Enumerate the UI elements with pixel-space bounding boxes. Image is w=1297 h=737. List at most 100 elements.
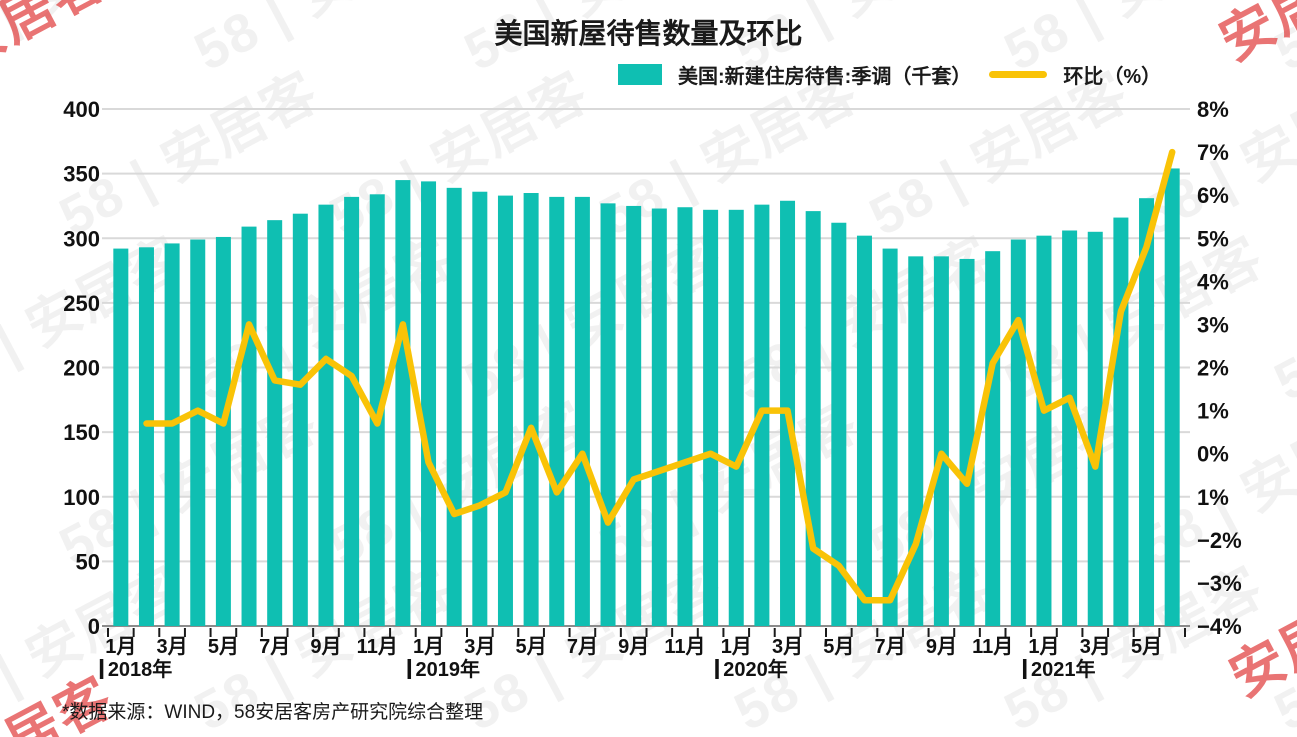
right-axis-label: 3% <box>1197 312 1229 337</box>
x-axis-month-label: 1月 <box>721 636 752 658</box>
bar-series-swatch <box>618 64 662 85</box>
right-axis-label: 1% <box>1197 399 1229 424</box>
x-axis-month-label: 5月 <box>516 636 547 658</box>
bar-2019-07 <box>574 196 590 626</box>
bar-2019-04 <box>497 195 513 626</box>
year-separator <box>1022 659 1027 679</box>
bar-2021-04 <box>1113 217 1129 626</box>
x-axis-month-label: 5月 <box>1131 636 1162 658</box>
x-axis-year-label: 2020年 <box>723 657 788 681</box>
bar-2021-05 <box>1139 198 1155 626</box>
bar-2021-01 <box>1036 235 1052 627</box>
x-axis-month-label: 7月 <box>567 636 598 658</box>
right-axis-label: 1% <box>1197 485 1229 510</box>
legend-item-line: 环比（%） <box>989 60 1161 89</box>
bar-2018-04 <box>190 239 206 627</box>
x-axis-month-label: 1月 <box>413 636 444 658</box>
bar-2020-10 <box>959 258 975 626</box>
left-axis-label: 350 <box>63 162 100 187</box>
bar-2018-02 <box>138 247 154 627</box>
bar-2018-08 <box>292 213 308 626</box>
legend: 美国:新建住房待售:季调（千套） 环比（%） <box>618 60 1161 89</box>
x-axis-month-label: 3月 <box>157 636 188 658</box>
right-axis-label: −3% <box>1197 571 1242 596</box>
bar-2020-09 <box>933 256 949 626</box>
bar-2018-11 <box>369 194 385 626</box>
bar-2019-12 <box>703 209 719 626</box>
right-axis-label: 6% <box>1197 183 1229 208</box>
bar-2021-02 <box>1062 230 1078 626</box>
year-separator <box>715 659 719 679</box>
data-source-note: *数据来源：WIND，58安居客房产研究院综合整理 <box>62 702 484 723</box>
left-axis-label: 150 <box>63 420 100 445</box>
chart-title: 美国新屋待售数量及环比 <box>494 18 803 49</box>
x-axis-month-label: 11月 <box>664 636 705 658</box>
right-axis-label: 5% <box>1197 226 1229 251</box>
left-axis-label: 400 <box>63 97 100 122</box>
bar-2018-07 <box>267 220 283 626</box>
bar-2021-06 <box>1164 168 1180 626</box>
bar-2018-05 <box>215 236 231 626</box>
bar-2019-09 <box>626 205 642 626</box>
bar-2021-03 <box>1087 231 1103 626</box>
x-axis-month-label: 5月 <box>823 636 854 658</box>
year-separator <box>407 659 412 679</box>
year-separator <box>99 659 104 679</box>
right-axis-label: 7% <box>1197 140 1229 165</box>
x-axis-month-label: 7月 <box>875 636 906 658</box>
x-axis-month-label: 1月 <box>105 636 136 658</box>
x-axis-month-label: 5月 <box>208 636 239 658</box>
bar-2018-09 <box>318 204 334 626</box>
bar-2020-05 <box>831 222 847 627</box>
bar-2018-10 <box>344 196 360 626</box>
right-axis-label: 8% <box>1197 97 1229 122</box>
bar-2020-12 <box>1010 239 1026 627</box>
legend-item-bar: 美国:新建住房待售:季调（千套） <box>618 60 971 89</box>
x-axis-month-label: 7月 <box>259 636 290 658</box>
bar-2020-06 <box>856 235 872 627</box>
x-axis-month-label: 3月 <box>1080 636 1111 658</box>
x-axis-month-label: 1月 <box>1028 636 1059 658</box>
right-axis-label: 0% <box>1197 442 1229 467</box>
left-axis-label: 250 <box>63 291 100 316</box>
bar-2019-03 <box>472 191 488 626</box>
bar-2019-10 <box>651 208 667 626</box>
mom-line <box>143 148 1176 604</box>
bar-2020-04 <box>805 211 821 627</box>
bar-2019-08 <box>600 203 616 627</box>
bar-series-label: 美国:新建住房待售:季调（千套） <box>678 66 972 88</box>
bar-2020-08 <box>908 256 924 626</box>
left-axis-label: 0 <box>88 614 100 639</box>
bar-2019-05 <box>523 193 539 626</box>
bar-2019-01 <box>421 181 437 626</box>
left-axis-label: 100 <box>63 485 100 510</box>
x-axis-month-label: 9月 <box>926 636 957 658</box>
x-axis-month-label: 11月 <box>357 636 398 658</box>
left-axis-label: 50 <box>76 549 100 574</box>
bar-2019-11 <box>677 207 693 627</box>
bar-2019-06 <box>549 196 565 626</box>
bar-2018-06 <box>241 226 257 626</box>
bar-2020-07 <box>882 248 898 626</box>
x-axis-month-label: 3月 <box>464 636 495 658</box>
x-axis-year-label: 2021年 <box>1031 657 1096 681</box>
bar-2018-12 <box>395 180 411 626</box>
line-series-swatch <box>989 71 1048 78</box>
x-axis-year-label: 2019年 <box>416 657 481 681</box>
left-axis-label: 200 <box>63 356 100 381</box>
x-axis-month-label: 3月 <box>772 636 803 658</box>
right-axis-label: −4% <box>1197 614 1242 639</box>
bar-2019-02 <box>446 187 462 626</box>
x-axis-year-label: 2018年 <box>108 657 173 681</box>
x-axis-month-label: 9月 <box>310 636 341 658</box>
right-axis-label: 4% <box>1197 269 1229 294</box>
line-series-label: 环比（%） <box>1063 66 1162 88</box>
x-axis-month-label: 9月 <box>618 636 649 658</box>
x-axis-month-label: 11月 <box>972 636 1013 658</box>
right-axis-label: −2% <box>1197 528 1242 553</box>
right-axis-label: 2% <box>1197 356 1229 381</box>
bar-2020-11 <box>985 251 1001 627</box>
bar-2018-03 <box>164 243 180 627</box>
